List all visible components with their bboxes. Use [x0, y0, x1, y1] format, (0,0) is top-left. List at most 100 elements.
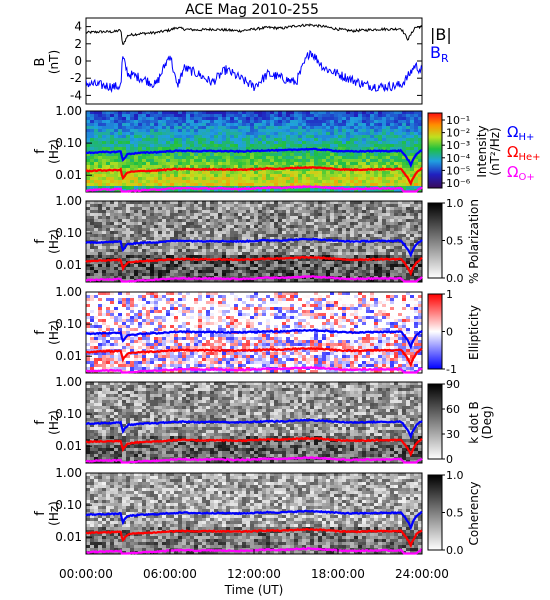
b-ytick-label: 2 — [74, 37, 82, 51]
ylabel: f — [33, 239, 48, 244]
spectrogram-cells-ellipticity — [86, 292, 422, 373]
colorbar-tick-label: 90 — [446, 378, 460, 391]
x-axis-label: Time (UT) — [224, 583, 284, 597]
b-ylabel-units: (nT) — [47, 50, 61, 74]
spectral-panels: 1.000.100.01f (Hz)10⁻¹10⁻²10⁻³10⁻⁴10⁻⁵10⁻… — [33, 104, 541, 557]
colorbar-units: (nT²/Hz) — [488, 127, 502, 175]
series-line-bmag — [86, 23, 422, 45]
colorbar-label: Ellipticity — [467, 305, 481, 360]
colorbar-tick-label: 10⁻¹ — [446, 114, 470, 127]
colorbar-tick-label: 1 — [446, 288, 453, 301]
ytick-label: 0.10 — [55, 136, 82, 150]
b-series-lines — [86, 23, 422, 94]
ylabel-units: (Hz) — [47, 410, 61, 435]
gyrofrequency-curve-h-plus — [85, 328, 423, 350]
ytick-label: 0.01 — [55, 530, 82, 544]
b-y-ticks: 4 2 0 -2 -4 — [70, 20, 422, 102]
colorbar-label: k dot B — [467, 401, 481, 443]
colorbar-tick-label: 0 — [446, 326, 453, 339]
panel-frame-intensity — [85, 110, 423, 193]
ytick-label: 0.01 — [55, 349, 82, 363]
legend-h-plus-gyrofrequency: ΩH+ — [507, 123, 534, 143]
colorbar-units: (Deg) — [480, 406, 494, 440]
ylabel-units: (Hz) — [47, 320, 61, 345]
gyrofrequency-curve-h-plus — [85, 147, 423, 169]
legend-o-plus-gyrofrequency: ΩO+ — [507, 163, 535, 183]
legend-he-plus-gyrofrequency: ΩHe+ — [507, 143, 541, 163]
legend-br: BR — [430, 43, 449, 65]
ytick-label: 0.01 — [55, 439, 82, 453]
colorbar-tick-label: 10⁻⁴ — [446, 152, 471, 165]
ytick-label: 0.10 — [55, 226, 82, 240]
colorbar-label: Intensity — [475, 125, 489, 177]
ytick-label: 1.00 — [55, 285, 82, 299]
b-ytick-label: -4 — [70, 88, 82, 102]
colorbar-tick-label: 1.0 — [446, 197, 464, 210]
panel-frame-k-dot-b — [85, 381, 423, 464]
ytick-label: 1.00 — [55, 104, 82, 118]
ytick-label: 1.00 — [55, 194, 82, 208]
chart-title: ACE Mag 2010-255 — [185, 2, 319, 18]
ytick-label: 1.00 — [55, 466, 82, 480]
colorbar-tick-label: 0.0 — [446, 544, 464, 557]
xtick-label: 00:00:00 — [59, 567, 113, 581]
colorbar-tick-label: 30 — [446, 428, 460, 441]
xtick-label: 06:00:00 — [143, 567, 197, 581]
b-ytick-label: -2 — [70, 71, 82, 85]
colorbar-tick-label: 1.0 — [446, 469, 464, 482]
colorbar-tick-label: -1 — [446, 363, 457, 376]
gyrofrequency-curve-o-plus — [86, 275, 423, 283]
ylabel-units: (Hz) — [47, 229, 61, 254]
xtick-label: 18:00:00 — [311, 567, 365, 581]
colorbar-intensity — [427, 112, 443, 189]
gyrofrequency-curve-o-plus — [85, 365, 423, 374]
gyrofrequency-curve-o-plus — [85, 456, 423, 464]
xtick-label: 24:00:00 — [395, 567, 449, 581]
colorbar-ellipticity — [427, 293, 443, 370]
xtick-label: 12:00:00 — [227, 567, 281, 581]
colorbar-tick-label: 60 — [446, 403, 460, 416]
b-ytick-label: 0 — [74, 54, 82, 68]
gyrofrequency-curve-he-plus — [85, 527, 423, 549]
colorbar-tick-label: 10⁻² — [446, 127, 470, 140]
ytick-label: 0.01 — [55, 258, 82, 272]
ytick-label: 1.00 — [55, 375, 82, 389]
panel-k-dot-b: 1.00 0.10 0.01 f (Hz) 90 60 30 0 k dot B (Deg) — [33, 375, 494, 466]
ytick-label: 0.10 — [55, 498, 82, 512]
gyrofrequency-curve-he-plus — [86, 346, 423, 368]
gyrofrequency-curve-h-plus — [85, 237, 423, 258]
x-axis: 00:00:00 06:00:00 12:00:00 18:00:00 24:00:00 — [59, 549, 449, 581]
colorbar-tick-label: 10⁻⁶ — [446, 177, 471, 190]
legend-bmag: |B| — [430, 25, 452, 44]
ylabel: f — [33, 511, 48, 516]
colorbar-tick-label: 0 — [446, 453, 453, 466]
colorbar-tick-label: 0.0 — [446, 272, 464, 285]
gyrofrequency-curve-he-plus — [86, 436, 423, 457]
panel-ellipticity: 1.00 0.10 0.01 f (Hz) 1 0 -1 Ellipticity — [33, 285, 481, 376]
colorbar-k-dot-b — [427, 383, 443, 460]
colorbar-polarization — [427, 202, 443, 279]
panel-magnetic-field: 4 2 0 -2 -4 B (nT) |B| BR — [33, 17, 452, 105]
gyrofrequency-curve-he-plus — [85, 165, 423, 187]
colorbar-tick-label: 0.5 — [446, 235, 464, 248]
gyrofrequency-curve-h-plus — [85, 418, 423, 440]
colorbar-tick-label: 10⁻⁵ — [446, 164, 470, 177]
colorbar-coherency — [427, 474, 443, 551]
gyrofrequency-curve-he-plus — [85, 255, 423, 277]
ylabel: f — [33, 420, 48, 425]
panel-polarization: 1.00 0.10 0.01 f (Hz) 1.0 0.5 0.0% Polarization — [33, 194, 481, 285]
colorbar-label: Coherency — [467, 481, 481, 545]
colorbar-tick-label: 0.5 — [446, 507, 464, 520]
b-ylabel: B — [33, 58, 48, 67]
ytick-label: 0.10 — [55, 407, 82, 421]
panel-intensity: 1.00 0.10 0.01 f (Hz) 10⁻¹10⁻²10⁻³10⁻⁴10⁻⁵10⁻… — [33, 104, 541, 193]
ytick-label: 0.10 — [55, 317, 82, 331]
gyrofrequency-curve-o-plus — [85, 184, 423, 193]
colorbar-tick-label: 10⁻³ — [446, 139, 470, 152]
gyrofrequency-curve-h-plus — [85, 509, 423, 531]
ylabel: f — [33, 149, 48, 154]
b-ytick-label: 4 — [74, 20, 82, 34]
series-line-br — [86, 49, 422, 94]
